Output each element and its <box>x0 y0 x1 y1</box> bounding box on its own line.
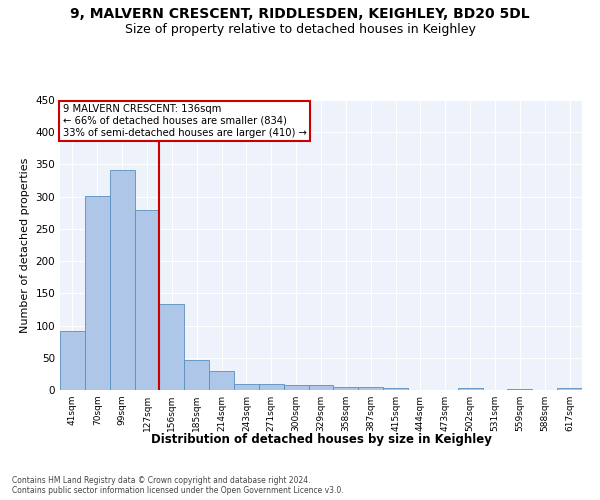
Text: Distribution of detached houses by size in Keighley: Distribution of detached houses by size … <box>151 432 491 446</box>
Bar <box>284 385 308 390</box>
Bar <box>209 370 234 390</box>
Bar <box>383 388 408 390</box>
Bar <box>85 196 110 390</box>
Text: 9 MALVERN CRESCENT: 136sqm
← 66% of detached houses are smaller (834)
33% of sem: 9 MALVERN CRESCENT: 136sqm ← 66% of deta… <box>62 104 307 138</box>
Bar <box>134 210 160 390</box>
Bar <box>458 388 482 390</box>
Bar <box>110 170 134 390</box>
Bar <box>508 388 532 390</box>
Bar <box>259 384 284 390</box>
Bar <box>160 304 184 390</box>
Y-axis label: Number of detached properties: Number of detached properties <box>20 158 30 332</box>
Bar <box>308 385 334 390</box>
Bar <box>334 388 358 390</box>
Bar <box>234 384 259 390</box>
Bar <box>557 388 582 390</box>
Bar <box>358 388 383 390</box>
Text: Contains HM Land Registry data © Crown copyright and database right 2024.
Contai: Contains HM Land Registry data © Crown c… <box>12 476 344 495</box>
Bar <box>60 330 85 390</box>
Text: 9, MALVERN CRESCENT, RIDDLESDEN, KEIGHLEY, BD20 5DL: 9, MALVERN CRESCENT, RIDDLESDEN, KEIGHLE… <box>70 8 530 22</box>
Bar <box>184 360 209 390</box>
Text: Size of property relative to detached houses in Keighley: Size of property relative to detached ho… <box>125 22 475 36</box>
